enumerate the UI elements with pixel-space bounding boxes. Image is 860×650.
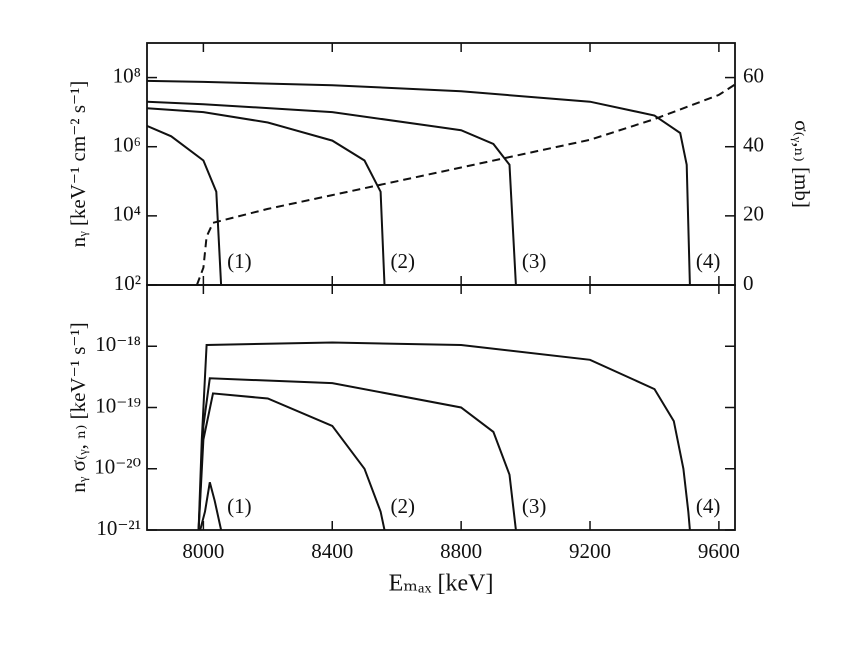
- curve: [199, 482, 223, 531]
- curve-label: (1): [227, 494, 252, 518]
- y-tick-label: 10⁻²¹: [96, 516, 141, 540]
- y-tick-label: 10⁴: [113, 202, 141, 226]
- curve: [146, 79, 691, 286]
- curve-label: (4): [696, 494, 721, 518]
- x-tick-label: 8400: [311, 539, 353, 563]
- y-tick-label: 10⁸: [113, 63, 141, 87]
- y-axis-label: nᵧ [keV⁻¹ cm⁻² s⁻¹]: [66, 81, 90, 248]
- x-tick-label: 9600: [698, 539, 740, 563]
- curve-label: (4): [696, 249, 721, 273]
- curve: [195, 83, 736, 286]
- curve-label: (1): [227, 249, 252, 273]
- y2-tick-label: 0: [743, 271, 754, 295]
- curve-label: (3): [522, 249, 547, 273]
- y2-tick-label: 20: [743, 202, 764, 226]
- curve-label: (2): [390, 249, 415, 273]
- y-tick-label: 10⁶: [113, 133, 141, 157]
- curve: [197, 392, 386, 531]
- x-tick-label: 8000: [182, 539, 224, 563]
- curve: [146, 100, 517, 286]
- curve: [197, 341, 691, 531]
- curve: [146, 107, 386, 286]
- y2-tick-label: 40: [743, 133, 764, 157]
- x-tick-label: 9200: [569, 539, 611, 563]
- curve: [197, 377, 517, 531]
- curve: [146, 124, 223, 286]
- y-tick-label: 10⁻²⁰: [94, 455, 141, 479]
- x-tick-label: 8800: [440, 539, 482, 563]
- y2-axis-label: σ₍ᵧ,ₙ₎ [mb]: [790, 120, 814, 208]
- y-tick-label: 10⁻¹⁸: [95, 332, 141, 356]
- curve-label: (2): [390, 494, 415, 518]
- x-axis-label: Eₘₐₓ [keV]: [389, 571, 494, 597]
- y2-tick-label: 60: [743, 63, 764, 87]
- curve-label: (3): [522, 494, 547, 518]
- y-tick-label: 10²: [114, 271, 141, 295]
- y-tick-label: 10⁻¹⁹: [95, 393, 141, 417]
- y-axis-label: nᵧ σ₍ᵧ, ₙ₎ [keV⁻¹ s⁻¹]: [66, 322, 90, 493]
